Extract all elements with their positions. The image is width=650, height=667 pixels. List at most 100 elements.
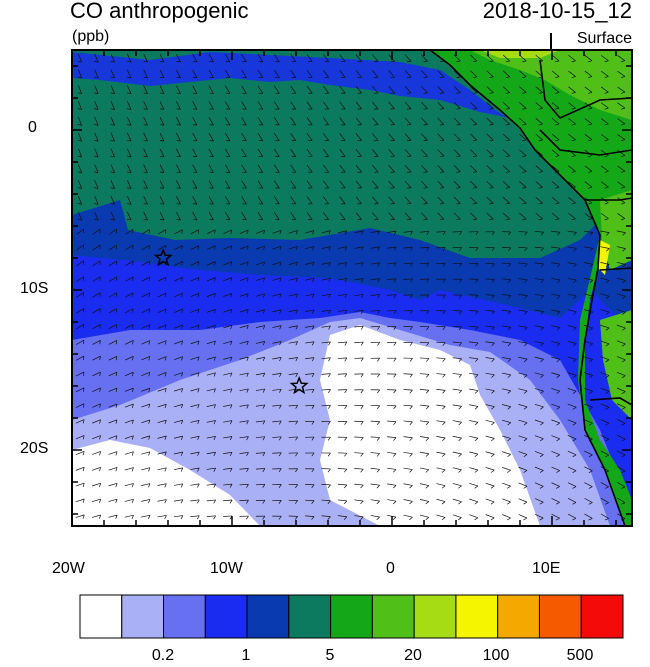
wind-barb bbox=[272, 245, 282, 250]
wind-barb bbox=[288, 373, 298, 375]
wind-barb-flag bbox=[110, 155, 115, 158]
wind-barb-flag bbox=[426, 262, 430, 267]
wind-barb-flag bbox=[539, 470, 544, 473]
wind-barb-flag bbox=[262, 515, 266, 520]
wind-barb-flag bbox=[425, 453, 430, 457]
wind-barb-flag bbox=[132, 324, 134, 329]
wind-barb bbox=[519, 70, 527, 78]
wind-barb bbox=[173, 404, 183, 408]
wind-barb bbox=[518, 294, 528, 296]
wind-barb bbox=[157, 388, 167, 392]
wind-barb-flag bbox=[279, 293, 282, 298]
wind-barb-flag bbox=[246, 388, 249, 393]
wind-barb-flag bbox=[164, 324, 167, 329]
wind-barb bbox=[306, 180, 313, 189]
wind-barb bbox=[143, 148, 148, 158]
wind-barb-flag bbox=[99, 498, 102, 503]
wind-barb bbox=[92, 371, 101, 377]
wind-barb-flag bbox=[572, 343, 577, 347]
wind-barb bbox=[126, 180, 132, 189]
wind-barb bbox=[453, 70, 461, 78]
wind-barb-flag bbox=[571, 139, 576, 142]
wind-barb bbox=[124, 340, 134, 345]
wind-barb bbox=[453, 101, 461, 109]
wind-barb bbox=[616, 309, 626, 313]
wind-barb-flag bbox=[621, 327, 626, 331]
wind-barb-flag bbox=[572, 422, 577, 426]
wind-barb bbox=[339, 117, 346, 125]
wind-barb-flag bbox=[491, 390, 495, 394]
wind-barb bbox=[452, 325, 462, 328]
wind-barb bbox=[75, 466, 85, 471]
wind-barb bbox=[337, 230, 347, 234]
wind-barb-flag bbox=[439, 171, 444, 173]
wind-barb-flag bbox=[160, 140, 165, 142]
wind-barb bbox=[126, 132, 132, 142]
wind-barb bbox=[323, 117, 329, 126]
wind-barb bbox=[141, 245, 150, 251]
wind-barb bbox=[485, 482, 495, 487]
wind-barb bbox=[436, 373, 446, 375]
wind-barb bbox=[288, 325, 298, 328]
wind-barb bbox=[551, 149, 560, 156]
wind-barb bbox=[94, 53, 99, 63]
wind-barb bbox=[437, 149, 445, 157]
wind-barb-flag bbox=[377, 230, 380, 235]
wind-barb bbox=[323, 69, 329, 78]
wind-barb-flag bbox=[99, 403, 101, 408]
wind-barb bbox=[141, 292, 150, 298]
wind-barb bbox=[584, 181, 593, 188]
wind-barb bbox=[192, 196, 198, 205]
wind-barb bbox=[306, 133, 313, 141]
wind-barb bbox=[551, 165, 560, 172]
wind-barb bbox=[600, 118, 609, 125]
wind-barb bbox=[501, 388, 511, 392]
wind-barb-flag bbox=[127, 171, 132, 174]
wind-barb-flag bbox=[115, 419, 118, 424]
wind-barb-flag bbox=[491, 358, 495, 362]
wind-barb-flag bbox=[197, 340, 200, 345]
wind-barb-flag bbox=[295, 404, 298, 409]
wind-barb bbox=[274, 164, 280, 173]
wind-barb-flag bbox=[192, 124, 198, 126]
wind-barb bbox=[208, 101, 214, 110]
wind-barb bbox=[551, 54, 560, 62]
wind-barb bbox=[157, 372, 167, 376]
wind-barb-flag bbox=[589, 343, 593, 347]
wind-barb bbox=[600, 387, 610, 392]
wind-barb-flag bbox=[426, 326, 430, 331]
wind-barb bbox=[241, 211, 247, 221]
wind-barb-flag bbox=[127, 139, 132, 142]
wind-barb-flag bbox=[132, 372, 134, 377]
wind-barb bbox=[206, 340, 216, 345]
wind-barb-flag bbox=[439, 203, 444, 205]
wind-barb-flag bbox=[77, 124, 82, 126]
wind-barb bbox=[257, 164, 264, 173]
wind-barb bbox=[174, 276, 183, 282]
wind-barb bbox=[419, 514, 429, 518]
wind-barb bbox=[157, 499, 167, 502]
wind-barb bbox=[141, 467, 151, 471]
wind-barb bbox=[436, 467, 446, 471]
wind-barb bbox=[124, 498, 134, 502]
wind-barb bbox=[255, 452, 265, 454]
wind-barb bbox=[436, 420, 446, 423]
wind-barb-flag bbox=[213, 340, 216, 345]
wind-barb-flag bbox=[278, 500, 282, 504]
wind-barb bbox=[206, 372, 216, 376]
wind-barb-flag bbox=[458, 374, 462, 378]
wind-barb bbox=[306, 148, 313, 157]
wind-barb bbox=[78, 69, 82, 79]
wind-barb-flag bbox=[538, 171, 543, 173]
wind-barb bbox=[239, 325, 249, 329]
wind-barb bbox=[305, 325, 315, 328]
wind-barb-flag bbox=[571, 218, 576, 221]
wind-barb bbox=[92, 339, 101, 345]
wind-barb-flag bbox=[523, 470, 528, 473]
wind-barb bbox=[502, 181, 510, 188]
wind-barb-flag bbox=[620, 155, 625, 158]
wind-barb-flag bbox=[524, 231, 528, 236]
wind-barb bbox=[224, 132, 231, 142]
wind-barb bbox=[485, 435, 495, 439]
wind-barb-flag bbox=[507, 501, 511, 505]
